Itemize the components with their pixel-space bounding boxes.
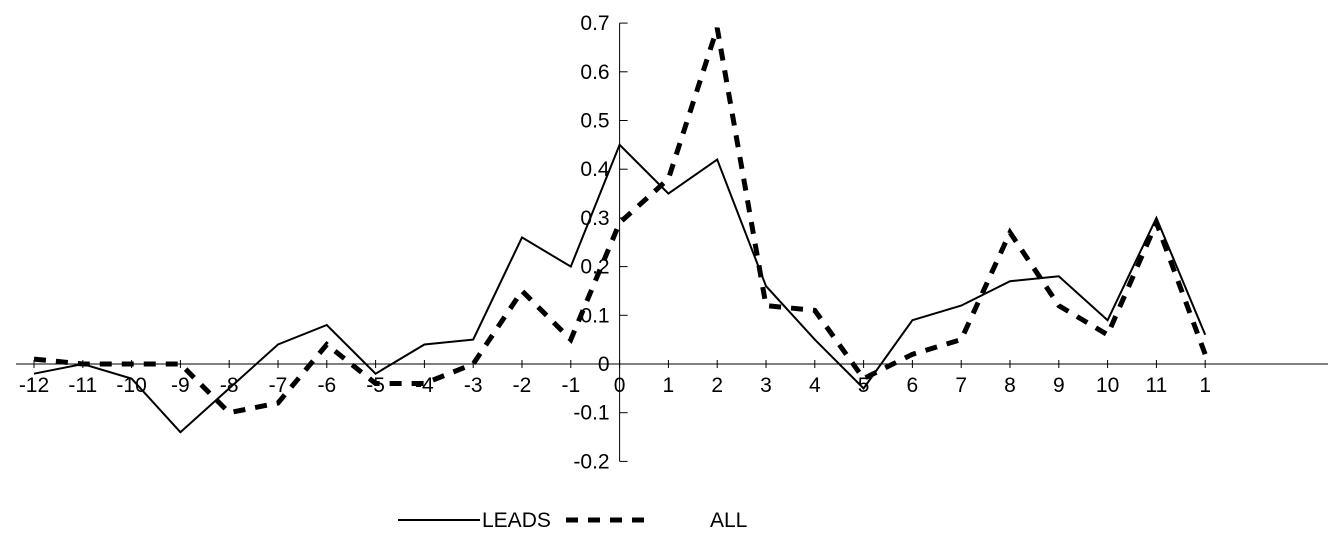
x-tick-label: 8 <box>1004 374 1016 397</box>
y-tick-label: 0.2 <box>580 256 609 279</box>
x-tick-label: -3 <box>464 374 483 397</box>
x-tick-label: 11 <box>1145 374 1167 397</box>
x-tick-label: 1 <box>663 374 675 397</box>
x-tick-label: -6 <box>317 374 336 397</box>
x-tick-label: -11 <box>68 374 97 397</box>
x-tick-label: 9 <box>1053 374 1065 397</box>
y-tick-labels: -0.2 -0.1 0 0.1 0.2 0.3 0.4 0.5 0.6 0.7 <box>573 12 609 473</box>
x-tick-label: -7 <box>269 374 288 397</box>
legend-label-leads: LEADS <box>482 509 551 532</box>
x-tick-label: -9 <box>171 374 190 397</box>
x-tick-label: 10 <box>1096 374 1119 397</box>
x-tick-label: 2 <box>711 374 723 397</box>
y-tick-label: 0.3 <box>580 207 609 230</box>
x-tick-label: -12 <box>19 374 49 397</box>
x-tick-label: 1 <box>1199 374 1211 397</box>
x-tick-label: 0 <box>614 374 626 397</box>
series-line-all <box>33 27 1208 416</box>
x-tick-label: 6 <box>907 374 919 397</box>
legend-label-all: ALL <box>710 509 747 532</box>
x-tick-label: -10 <box>116 374 146 397</box>
x-tick-label: -1 <box>561 374 580 397</box>
y-tick-label: 0.7 <box>580 12 609 35</box>
x-tick-label: -2 <box>513 374 532 397</box>
series-layer <box>33 27 1208 434</box>
y-tick-label: 0 <box>598 353 610 376</box>
y-tick-label: -0.1 <box>573 402 609 425</box>
x-tick-label: 5 <box>858 374 870 397</box>
x-tick-labels: -12 -11 -10 -9 -8 -7 -6 -5 -4 -3 -2 -1 0 1 2 3 4 5 6 7 8 9 10 1… <box>19 374 1211 397</box>
y-tick-label: 0.5 <box>580 110 609 133</box>
y-tick-label: 0.6 <box>580 61 609 84</box>
y-tick-label: 0.4 <box>580 158 610 181</box>
y-tick-label: 0.1 <box>580 304 609 327</box>
x-tick-label: -4 <box>415 374 434 397</box>
x-tick-label: 4 <box>809 374 821 397</box>
x-tick-label: 3 <box>760 374 772 397</box>
y-tick-label: -0.2 <box>573 450 609 473</box>
series-line-leads <box>33 143 1207 434</box>
x-tick-label: 7 <box>955 374 967 397</box>
legend: LEADS ALL <box>398 509 747 532</box>
